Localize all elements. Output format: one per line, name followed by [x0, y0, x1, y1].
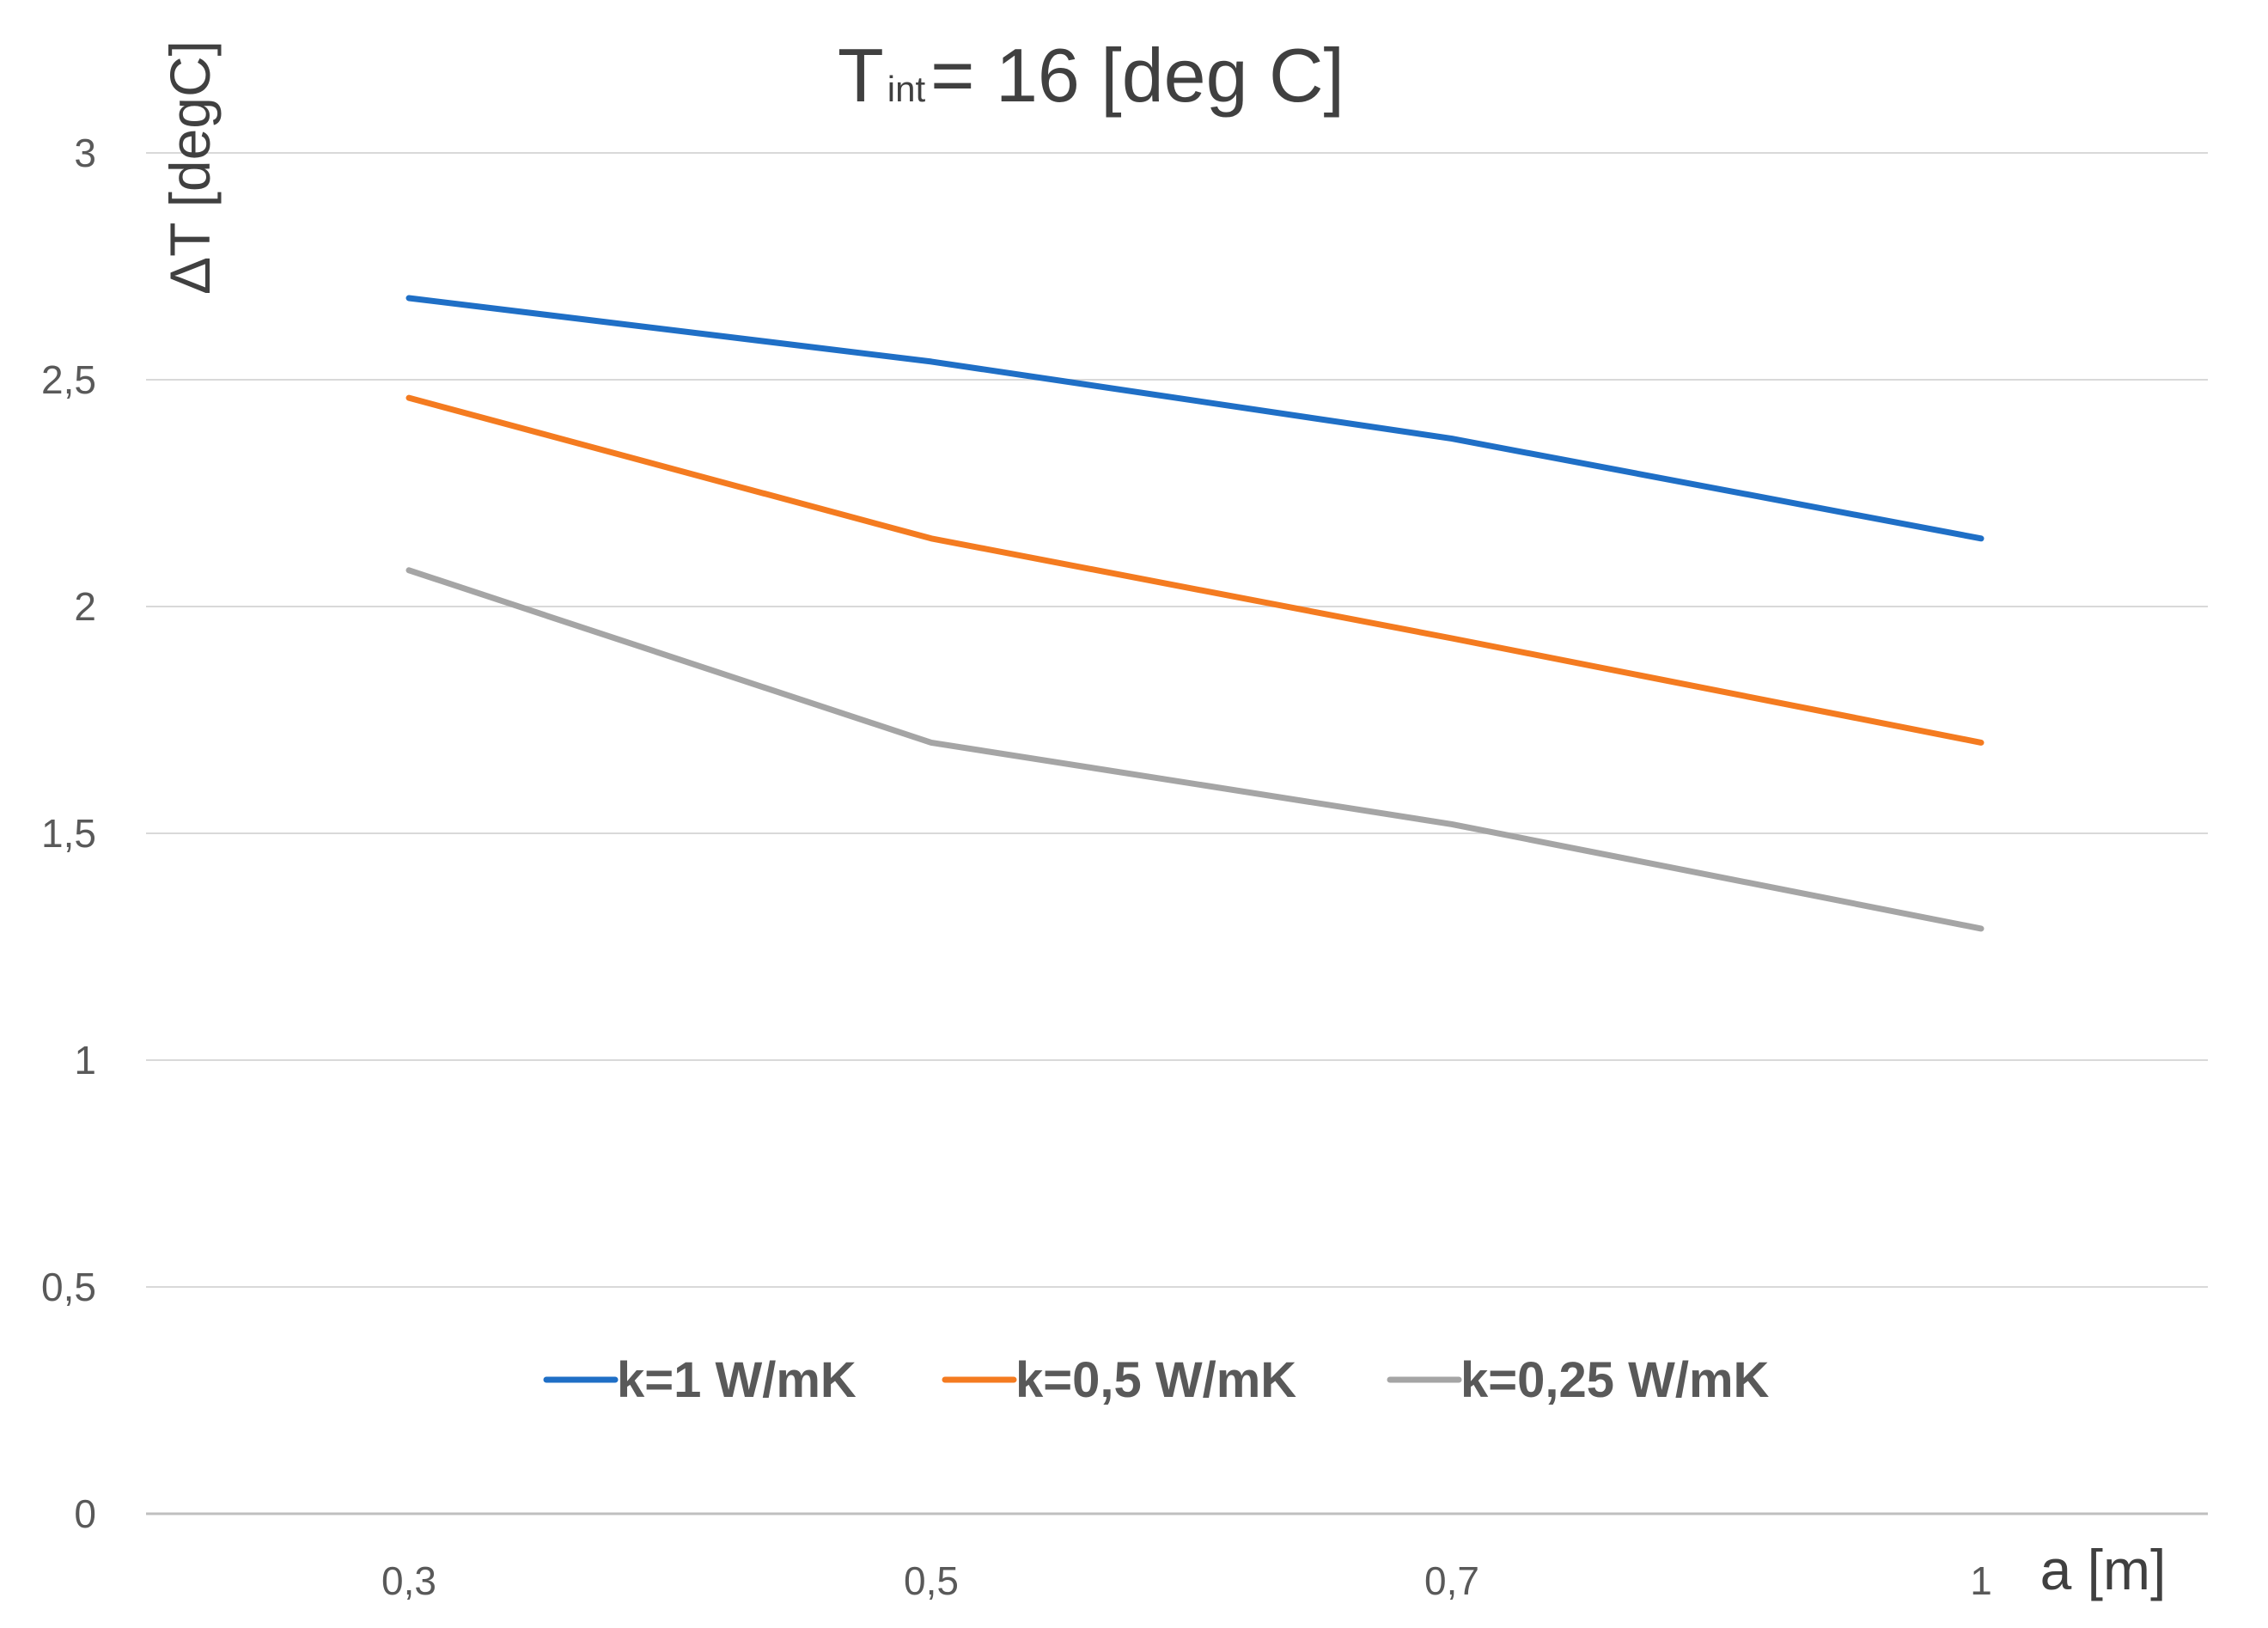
gridlines: [146, 152, 2208, 1515]
legend-label-3: k=0,25 W/mK: [1460, 1352, 1770, 1408]
x-axis-title: a [m]: [2040, 1538, 2167, 1601]
chart-title-rest: = 16 [deg C]: [930, 33, 1344, 118]
legend: k=1 W/mK k=0,5 W/mK k=0,25 W/mK: [543, 1352, 1770, 1408]
y-tick-label: 3: [74, 131, 96, 175]
legend-label-2: k=0,5 W/mK: [1015, 1352, 1296, 1408]
x-tick-label: 1: [1970, 1558, 1992, 1603]
chart-title: Tint= 16 [deg C]: [838, 33, 1344, 118]
y-tick-label: 0,5: [41, 1265, 96, 1309]
y-tick-label: 0: [74, 1491, 96, 1536]
y-axis-ticks: 0 0,5 1 1,5 2 2,5 3: [41, 131, 96, 1536]
y-tick-label: 2: [74, 584, 96, 629]
legend-label-1: k=1 W/mK: [617, 1352, 857, 1408]
x-tick-label: 0,7: [1424, 1558, 1479, 1603]
x-tick-label: 0,5: [904, 1558, 959, 1603]
x-tick-label: 0,3: [381, 1558, 436, 1603]
y-axis-title: ΔT [degC]: [158, 40, 222, 295]
y-tick-label: 2,5: [41, 357, 96, 402]
chart-title-subscript: int: [887, 69, 926, 109]
y-tick-label: 1: [74, 1038, 96, 1082]
series-line-1: [405, 295, 1984, 542]
series-line-3: [405, 567, 1984, 932]
y-tick-label: 1,5: [41, 811, 96, 856]
x-axis-ticks: 0,3 0,5 0,7 1: [381, 1558, 1992, 1603]
series-line-2: [405, 394, 1984, 746]
series-lines: [405, 295, 1984, 932]
chart-title-main: T: [838, 33, 884, 118]
